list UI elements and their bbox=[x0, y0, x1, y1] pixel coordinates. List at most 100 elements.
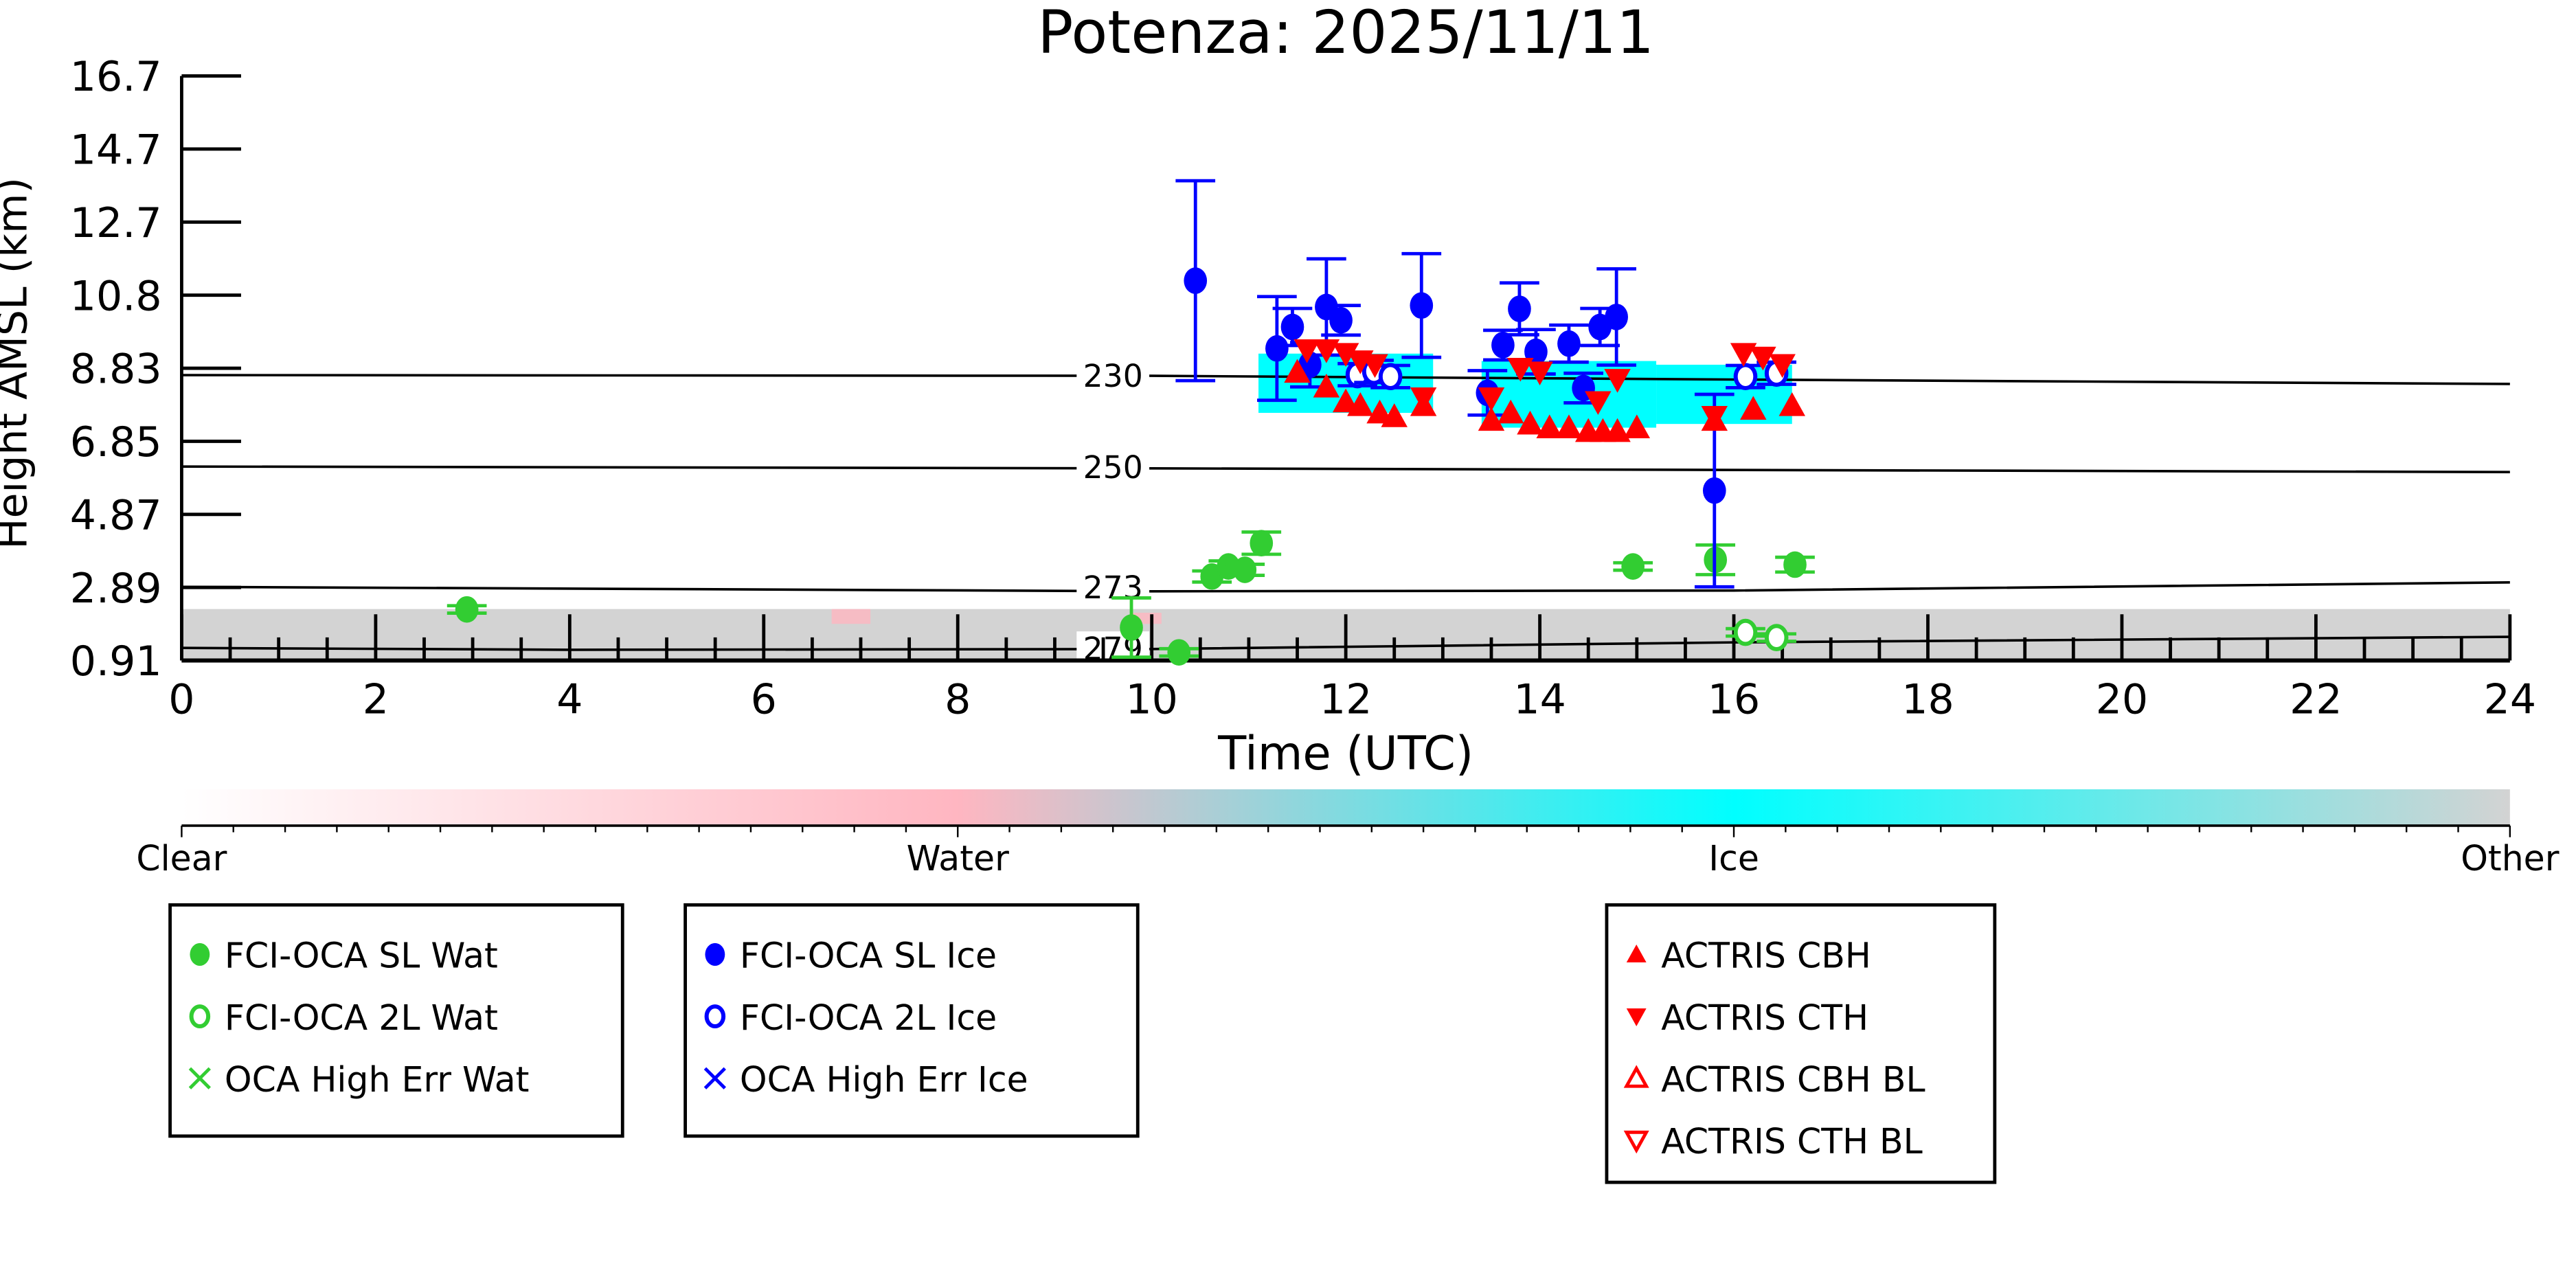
data-point bbox=[1233, 556, 1257, 583]
y-tick-label: 2.89 bbox=[70, 565, 162, 613]
data-point bbox=[1265, 335, 1289, 362]
temperature-contour-230 bbox=[181, 374, 2510, 385]
data-point bbox=[1605, 304, 1628, 330]
x-tick-label: 0 bbox=[168, 675, 194, 723]
y-tick-label: 16.7 bbox=[70, 53, 162, 101]
data-point bbox=[1313, 374, 1340, 398]
legend-label: OCA High Err Wat bbox=[225, 1059, 529, 1100]
data-point bbox=[455, 596, 479, 623]
data-point bbox=[1750, 346, 1776, 371]
data-point bbox=[1764, 624, 1789, 651]
contour-label-bg bbox=[1076, 358, 1150, 392]
colorbar: Clear Water Ice Other bbox=[136, 789, 2560, 879]
data-point bbox=[1740, 396, 1767, 420]
data-point bbox=[1410, 292, 1434, 319]
legend-marker bbox=[1626, 1008, 1647, 1026]
colorbar-label-clear: Clear bbox=[136, 838, 227, 879]
cloudmask-water-region bbox=[831, 609, 871, 624]
data-point bbox=[1702, 477, 1726, 504]
data-point bbox=[1497, 399, 1524, 424]
legend-marker bbox=[705, 942, 725, 967]
contour-label: 250 bbox=[1083, 449, 1143, 486]
x-tick-label: 22 bbox=[2290, 675, 2342, 723]
data-point bbox=[1769, 354, 1796, 379]
colorbar-label-other: Other bbox=[2461, 838, 2560, 879]
data-point bbox=[1730, 343, 1757, 368]
plot-area: 2302502732790.912.894.876.858.8310.812.7… bbox=[70, 53, 2536, 723]
colorbar-gradient bbox=[181, 789, 2510, 826]
legend-label: ACTRIS CBH BL bbox=[1661, 1059, 1925, 1100]
legend-box bbox=[168, 903, 624, 1138]
data-point bbox=[1701, 406, 1728, 430]
legend-label: FCI-OCA 2L Ice bbox=[740, 997, 997, 1038]
data-point bbox=[1184, 267, 1208, 294]
data-point bbox=[1604, 369, 1631, 393]
y-tick-label: 6.85 bbox=[70, 418, 162, 466]
y-tick-label: 8.83 bbox=[70, 346, 162, 394]
legend-label: ACTRIS CTH bbox=[1661, 997, 1868, 1038]
legend-label: OCA High Err Ice bbox=[740, 1059, 1028, 1100]
legend-marker bbox=[703, 1067, 726, 1089]
legend-marker bbox=[1623, 1130, 1649, 1154]
data-point bbox=[1555, 414, 1583, 438]
x-tick-label: 12 bbox=[1320, 675, 1372, 723]
x-tick-label: 24 bbox=[2484, 675, 2536, 723]
data-point bbox=[1293, 339, 1320, 363]
data-point bbox=[1507, 357, 1534, 382]
x-tick-label: 8 bbox=[945, 675, 971, 723]
data-point bbox=[1604, 418, 1631, 442]
data-point bbox=[1120, 614, 1143, 641]
legend-label: FCI-OCA SL Ice bbox=[740, 936, 997, 976]
legend-label: ACTRIS CTH BL bbox=[1661, 1121, 1923, 1162]
y-tick-label: 0.91 bbox=[70, 637, 162, 686]
legend-box bbox=[683, 903, 1140, 1138]
x-tick-label: 20 bbox=[2096, 675, 2148, 723]
data-point bbox=[1366, 399, 1393, 424]
legend-marker bbox=[704, 1004, 726, 1028]
temperature-contour-250 bbox=[181, 465, 2510, 474]
data-point bbox=[1250, 530, 1274, 557]
data-point bbox=[1733, 618, 1758, 646]
data-point bbox=[1733, 363, 1758, 391]
data-point bbox=[1491, 332, 1515, 359]
data-point bbox=[1623, 414, 1651, 438]
contour-label: 230 bbox=[1083, 358, 1143, 394]
data-point bbox=[1332, 388, 1359, 413]
data-point bbox=[1621, 553, 1645, 580]
data-point bbox=[1783, 551, 1807, 578]
legend-label: ACTRIS CBH bbox=[1661, 936, 1871, 976]
legend-marker bbox=[189, 1004, 211, 1028]
legend-marker bbox=[188, 1067, 211, 1089]
chart-title: Potenza: 2025/11/11 bbox=[1037, 0, 1654, 67]
data-point bbox=[1508, 295, 1531, 322]
data-point bbox=[1478, 387, 1505, 411]
x-tick-label: 18 bbox=[1901, 675, 1954, 723]
legend-box bbox=[1605, 903, 1997, 1184]
data-point bbox=[1778, 392, 1806, 416]
y-tick-label: 14.7 bbox=[70, 126, 162, 174]
x-tick-label: 4 bbox=[556, 675, 583, 723]
legend-label: FCI-OCA SL Wat bbox=[225, 936, 498, 976]
data-point bbox=[1381, 403, 1408, 427]
contour-label: 273 bbox=[1083, 569, 1143, 606]
legend-marker bbox=[1623, 1065, 1649, 1088]
data-point bbox=[1347, 392, 1374, 416]
data-point bbox=[1517, 410, 1544, 435]
legend-marker bbox=[1626, 945, 1647, 962]
data-point bbox=[1378, 363, 1403, 391]
y-tick-label: 12.7 bbox=[70, 199, 162, 247]
contour-label-bg bbox=[1076, 450, 1150, 484]
data-point bbox=[1526, 361, 1553, 385]
temperature-contour-273 bbox=[181, 581, 2510, 593]
x-tick-label: 16 bbox=[1708, 675, 1760, 723]
data-point bbox=[1410, 387, 1437, 411]
x-axis-label: Time (UTC) bbox=[1217, 727, 1473, 780]
data-point bbox=[1362, 354, 1388, 379]
x-tick-label: 14 bbox=[1513, 675, 1566, 723]
x-tick-label: 2 bbox=[363, 675, 389, 723]
data-point bbox=[1478, 407, 1505, 431]
data-point bbox=[1280, 313, 1304, 341]
data-point bbox=[1536, 414, 1563, 438]
legends: FCI-OCA SL Wat FCI-OCA 2L Wat OCA High Err… bbox=[168, 903, 1997, 1184]
y-tick-label: 4.87 bbox=[70, 491, 162, 539]
